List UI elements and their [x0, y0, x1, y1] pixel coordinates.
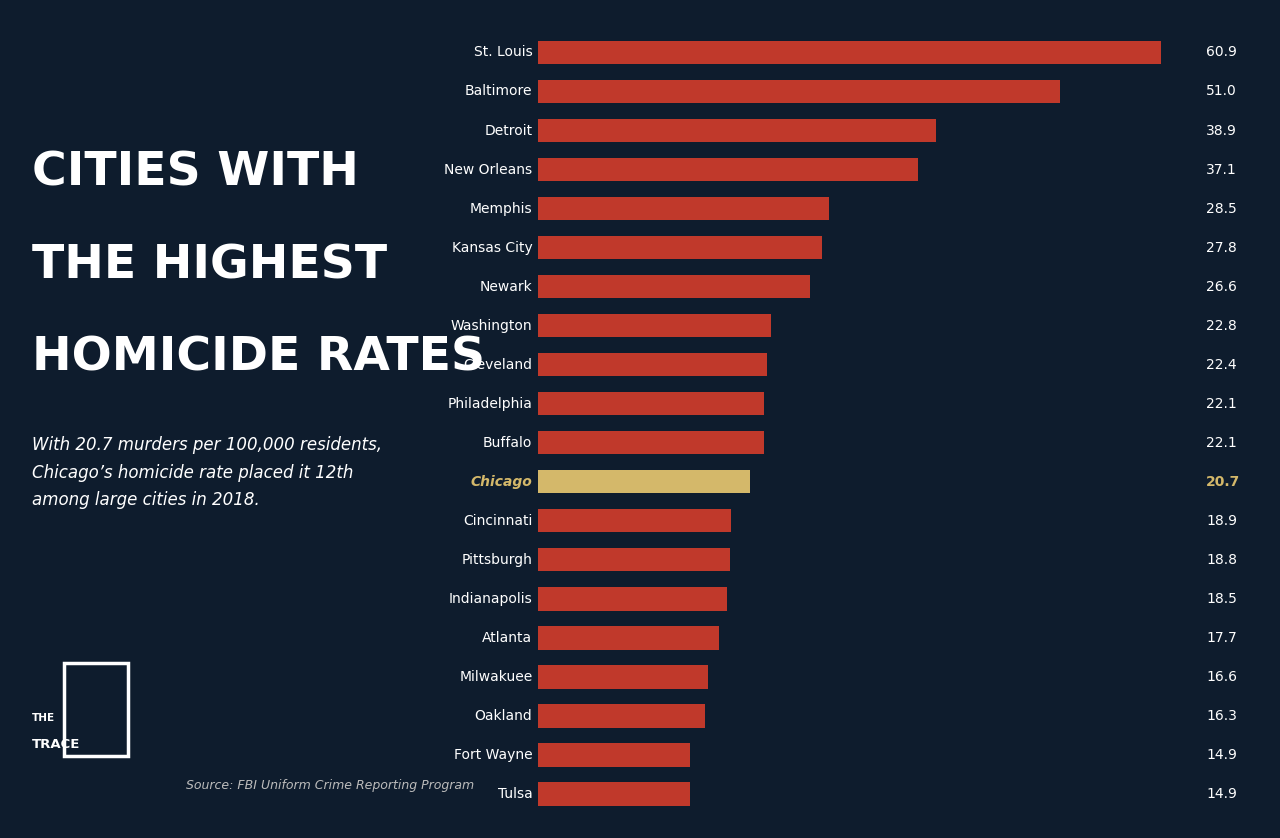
Bar: [538, 314, 771, 338]
Text: Baltimore: Baltimore: [465, 85, 532, 99]
Bar: [538, 626, 719, 649]
Text: 20.7: 20.7: [1206, 474, 1240, 489]
Text: 18.5: 18.5: [1206, 592, 1238, 606]
Text: 22.4: 22.4: [1206, 358, 1236, 372]
Text: Philadelphia: Philadelphia: [448, 396, 532, 411]
Bar: [538, 197, 829, 220]
Text: Kansas City: Kansas City: [452, 241, 532, 255]
Bar: [538, 80, 1060, 103]
Text: St. Louis: St. Louis: [474, 45, 532, 59]
Bar: [538, 470, 750, 494]
Text: 16.3: 16.3: [1206, 709, 1238, 723]
Text: Oakland: Oakland: [475, 709, 532, 723]
Text: Newark: Newark: [480, 280, 532, 293]
Text: 22.8: 22.8: [1206, 318, 1236, 333]
Text: Detroit: Detroit: [484, 123, 532, 137]
Bar: [538, 782, 690, 805]
Text: 60.9: 60.9: [1206, 45, 1238, 59]
Text: 22.1: 22.1: [1206, 436, 1236, 450]
Text: Fort Wayne: Fort Wayne: [454, 747, 532, 762]
Text: 14.9: 14.9: [1206, 747, 1238, 762]
Bar: [538, 704, 704, 727]
Text: 38.9: 38.9: [1206, 123, 1238, 137]
Text: THE HIGHEST: THE HIGHEST: [32, 243, 387, 288]
Text: Pittsburgh: Pittsburgh: [462, 553, 532, 566]
Bar: [538, 41, 1161, 65]
Text: Indianapolis: Indianapolis: [449, 592, 532, 606]
Bar: [538, 548, 730, 572]
Text: 51.0: 51.0: [1206, 85, 1236, 99]
Text: 18.9: 18.9: [1206, 514, 1238, 528]
Text: New Orleans: New Orleans: [444, 163, 532, 177]
Text: HOMICIDE RATES: HOMICIDE RATES: [32, 335, 485, 380]
Text: Cleveland: Cleveland: [463, 358, 532, 372]
Bar: [538, 353, 767, 376]
Text: Atlanta: Atlanta: [483, 631, 532, 644]
Text: Memphis: Memphis: [470, 202, 532, 215]
Text: Buffalo: Buffalo: [483, 436, 532, 450]
Text: 17.7: 17.7: [1206, 631, 1236, 644]
Text: 28.5: 28.5: [1206, 202, 1236, 215]
Bar: [538, 665, 708, 689]
Text: Washington: Washington: [451, 318, 532, 333]
Text: 22.1: 22.1: [1206, 396, 1236, 411]
Text: 27.8: 27.8: [1206, 241, 1236, 255]
Bar: [538, 509, 731, 532]
Text: Tulsa: Tulsa: [498, 787, 532, 801]
Bar: [538, 743, 690, 767]
Text: Source: FBI Uniform Crime Reporting Program: Source: FBI Uniform Crime Reporting Prog…: [186, 779, 474, 792]
Text: 26.6: 26.6: [1206, 280, 1238, 293]
Text: Milwakuee: Milwakuee: [460, 670, 532, 684]
Text: With 20.7 murders per 100,000 residents,
Chicago’s homicide rate placed it 12th
: With 20.7 murders per 100,000 residents,…: [32, 436, 381, 510]
Text: 18.8: 18.8: [1206, 553, 1238, 566]
Bar: [538, 275, 810, 298]
Bar: [538, 235, 822, 259]
Text: TRACE: TRACE: [32, 738, 81, 752]
Bar: [538, 587, 727, 611]
Text: Chicago: Chicago: [471, 474, 532, 489]
Text: 14.9: 14.9: [1206, 787, 1238, 801]
Bar: [538, 392, 764, 416]
Bar: [538, 158, 918, 181]
Text: 16.6: 16.6: [1206, 670, 1238, 684]
Bar: [538, 431, 764, 454]
Text: THE: THE: [32, 713, 55, 722]
Text: 37.1: 37.1: [1206, 163, 1236, 177]
Text: Cincinnati: Cincinnati: [463, 514, 532, 528]
Text: CITIES WITH: CITIES WITH: [32, 151, 358, 196]
Bar: [538, 119, 936, 142]
